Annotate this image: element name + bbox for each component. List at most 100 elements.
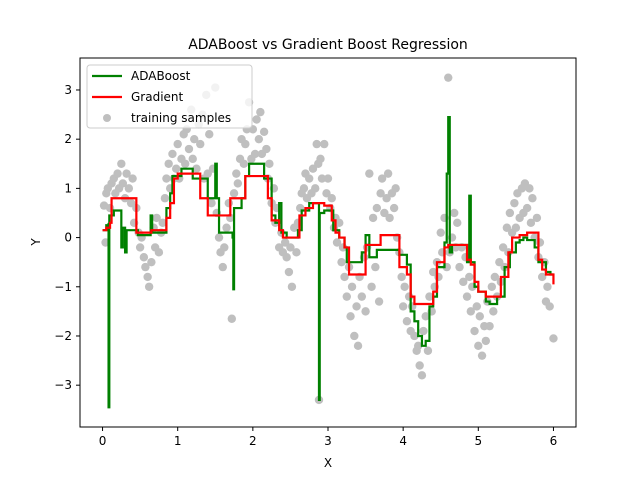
training-sample-point bbox=[162, 174, 171, 183]
training-sample-point bbox=[203, 169, 212, 178]
training-sample-point bbox=[229, 189, 239, 198]
training-sample-point bbox=[526, 218, 536, 228]
training-sample-point bbox=[218, 262, 227, 272]
training-sample-point bbox=[171, 164, 181, 173]
y-tick-label: −1 bbox=[54, 280, 72, 294]
training-sample-point bbox=[147, 257, 156, 267]
training-sample-point bbox=[505, 208, 515, 218]
training-sample-point bbox=[474, 341, 483, 351]
training-sample-point bbox=[361, 307, 370, 316]
legend-box bbox=[86, 64, 253, 129]
training-sample-point bbox=[141, 262, 150, 272]
training-sample-point bbox=[385, 213, 394, 223]
training-sample-point bbox=[423, 346, 433, 355]
training-sample-point bbox=[139, 253, 149, 262]
training-sample-point bbox=[158, 218, 167, 228]
training-sample-point bbox=[152, 213, 161, 223]
legend-samples-swatch bbox=[103, 114, 111, 122]
training-sample-point bbox=[429, 267, 438, 277]
legend-samples-label: training samples bbox=[131, 111, 231, 125]
training-sample-point bbox=[323, 174, 333, 183]
training-sample-point bbox=[465, 272, 474, 282]
training-sample-point bbox=[340, 272, 349, 282]
x-axis: 0 1 2 3 4 5 6 bbox=[99, 427, 558, 448]
training-sample-point bbox=[227, 314, 237, 323]
training-sample-point bbox=[532, 213, 542, 223]
training-sample-point bbox=[525, 184, 534, 193]
training-sample-point bbox=[475, 312, 485, 321]
training-sample-point bbox=[377, 174, 387, 183]
training-sample-point bbox=[181, 159, 190, 168]
training-sample-point bbox=[117, 159, 126, 168]
training-sample-point bbox=[188, 154, 197, 164]
training-sample-point bbox=[168, 149, 177, 159]
training-sample-point bbox=[389, 203, 399, 213]
training-sample-point bbox=[450, 208, 459, 218]
training-sample-point bbox=[383, 169, 393, 178]
training-sample-point bbox=[252, 115, 261, 124]
training-sample-point bbox=[490, 272, 500, 282]
training-sample-point bbox=[511, 223, 521, 232]
x-axis-label: X bbox=[324, 456, 332, 470]
training-sample-point bbox=[537, 272, 547, 282]
y-tick-label: −3 bbox=[54, 378, 72, 392]
x-tick-label: 3 bbox=[324, 434, 332, 448]
training-sample-point bbox=[284, 267, 294, 277]
training-sample-point bbox=[470, 326, 479, 336]
training-sample-point bbox=[312, 139, 321, 149]
training-sample-point bbox=[522, 203, 532, 213]
training-sample-point bbox=[286, 243, 295, 252]
training-sample-point bbox=[485, 321, 494, 331]
training-sample-point bbox=[320, 139, 329, 149]
training-sample-point bbox=[282, 253, 291, 262]
training-sample-point bbox=[164, 159, 173, 168]
training-sample-point bbox=[299, 184, 309, 193]
training-sample-point bbox=[196, 139, 205, 149]
training-sample-point bbox=[502, 223, 512, 232]
training-sample-point bbox=[327, 194, 336, 203]
training-sample-point bbox=[287, 282, 297, 291]
training-sample-point bbox=[239, 159, 249, 168]
training-sample-point bbox=[372, 203, 382, 213]
training-sample-point bbox=[495, 257, 504, 267]
training-sample-point bbox=[444, 73, 453, 82]
training-sample-point bbox=[400, 282, 409, 291]
training-sample-point bbox=[262, 144, 271, 154]
training-sample-point bbox=[265, 159, 274, 168]
training-sample-point bbox=[122, 169, 131, 178]
x-tick-label: 1 bbox=[174, 434, 182, 448]
legend: ADABoost Gradient training samples bbox=[86, 64, 253, 129]
training-sample-point bbox=[380, 208, 389, 218]
training-sample-point bbox=[413, 341, 423, 351]
training-sample-point bbox=[126, 198, 136, 208]
training-sample-point bbox=[477, 351, 487, 360]
training-sample-point bbox=[280, 238, 290, 247]
training-sample-point bbox=[143, 272, 152, 282]
line-layer bbox=[102, 115, 555, 409]
training-sample-point bbox=[436, 228, 445, 237]
training-sample-point bbox=[543, 282, 552, 291]
training-sample-point bbox=[207, 198, 216, 208]
training-sample-point bbox=[371, 262, 380, 272]
training-sample-point bbox=[374, 297, 384, 306]
y-tick-label: 3 bbox=[64, 83, 72, 97]
training-sample-point bbox=[510, 198, 519, 208]
training-sample-point bbox=[335, 218, 344, 228]
training-sample-point bbox=[528, 194, 537, 203]
training-sample-point bbox=[254, 134, 264, 144]
training-sample-point bbox=[241, 139, 250, 149]
x-tick-label: 2 bbox=[249, 434, 257, 448]
y-tick-label: 0 bbox=[64, 231, 72, 245]
training-sample-point bbox=[224, 198, 233, 208]
training-sample-point bbox=[481, 336, 491, 346]
training-sample-point bbox=[353, 341, 363, 351]
training-sample-point bbox=[459, 277, 468, 287]
training-sample-point bbox=[417, 371, 427, 380]
training-sample-point bbox=[410, 331, 419, 341]
training-sample-point bbox=[350, 331, 359, 341]
training-sample-point bbox=[305, 174, 314, 183]
x-tick-label: 6 bbox=[550, 434, 558, 448]
training-sample-point bbox=[472, 302, 481, 311]
training-sample-point bbox=[316, 154, 325, 164]
training-sample-point bbox=[367, 282, 376, 291]
